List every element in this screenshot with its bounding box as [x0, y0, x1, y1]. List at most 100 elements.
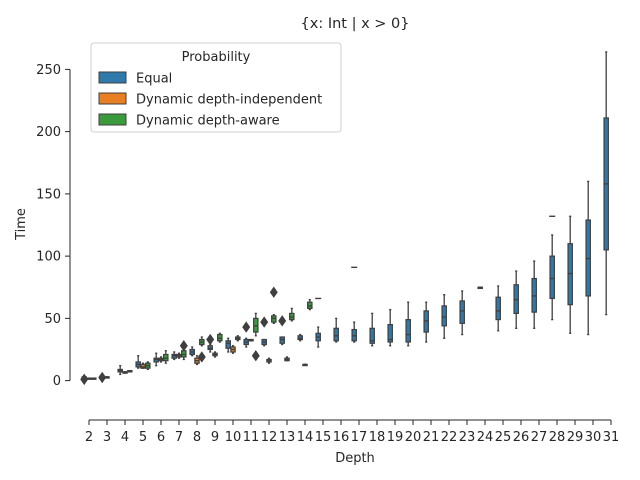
box-iqr	[405, 319, 411, 343]
x-tick-label: 4	[121, 430, 129, 445]
box-dynamic-depth-independent-depth-7	[176, 352, 182, 359]
x-tick-label: 18	[369, 430, 386, 445]
box-equal-depth-9	[207, 343, 213, 353]
box-equal-depth-23	[459, 290, 465, 336]
box-dynamic-depth-independent-depth-6	[158, 356, 164, 363]
x-tick-label: 8	[193, 430, 201, 445]
box-dynamic-depth-independent-depth-2	[86, 377, 92, 380]
box-equal-depth-19	[387, 309, 393, 347]
box-equal-depth-11	[243, 337, 249, 348]
y-tick-label: 250	[36, 63, 61, 78]
box-equal-depth-12	[261, 338, 267, 347]
box-equal-depth-5	[135, 355, 141, 369]
x-tick-label: 30	[585, 430, 602, 445]
box-dynamic-depth-aware-depth-2	[91, 377, 97, 380]
box-equal-depth-10	[225, 337, 231, 353]
box-iqr	[369, 327, 375, 344]
box-dynamic-depth-aware-depth-14	[307, 299, 313, 311]
box-equal-depth-17	[351, 321, 357, 343]
box-equal-depth-31	[603, 51, 609, 316]
legend-entry-label: Dynamic depth-aware	[136, 114, 280, 129]
chart-title: {x: Int | x > 0}	[301, 16, 410, 32]
box-iqr	[459, 300, 465, 324]
box-equal-depth-13	[279, 336, 285, 346]
x-tick-label: 16	[333, 430, 350, 445]
box-equal-depth-25	[495, 285, 501, 332]
x-tick-label: 15	[315, 430, 332, 445]
box-iqr	[549, 255, 555, 300]
box-equal-depth-24	[477, 286, 483, 290]
box-iqr	[441, 305, 447, 327]
x-tick-label: 24	[477, 430, 494, 445]
x-tick-label: 10	[225, 430, 242, 445]
box-dynamic-depth-independent-depth-10	[230, 345, 236, 354]
outlier-marker	[206, 333, 215, 346]
legend-swatch	[98, 71, 127, 84]
x-tick-label: 7	[175, 430, 183, 445]
x-tick-label: 26	[513, 430, 530, 445]
outlier-marker	[260, 316, 269, 328]
box-equal-depth-26	[513, 270, 519, 329]
box-dynamic-depth-aware-depth-5	[145, 361, 151, 371]
outlier-marker	[269, 286, 278, 298]
x-tick-label: 6	[157, 430, 165, 445]
x-tick-label: 11	[243, 430, 260, 445]
box-dynamic-depth-independent-depth-4	[122, 371, 128, 374]
y-tick-label: 50	[44, 312, 61, 327]
x-tick-label: 3	[103, 430, 111, 445]
boxes	[80, 51, 609, 386]
box-dynamic-depth-aware-depth-9	[217, 332, 223, 343]
legend-title: Probability	[182, 50, 251, 65]
legend-swatch	[98, 92, 127, 105]
box-equal-depth-28	[549, 234, 555, 321]
box-dynamic-depth-aware-depth-12	[271, 313, 277, 324]
box-equal-depth-20	[405, 301, 411, 347]
box-dynamic-depth-independent-depth-11	[248, 338, 254, 342]
box-dynamic-depth-independent-depth-14	[302, 363, 308, 367]
y-tick-label: 200	[36, 125, 61, 140]
box-equal-depth-18	[369, 312, 375, 347]
outlier-marker	[179, 340, 188, 352]
box-equal-depth-27	[531, 260, 537, 329]
x-tick-label: 5	[139, 430, 147, 445]
x-tick-label: 25	[495, 430, 512, 445]
x-tick-label: 14	[297, 430, 314, 445]
box-dynamic-depth-aware-depth-11	[253, 312, 259, 337]
y-axis-label: Time	[14, 208, 29, 241]
box-equal-depth-29	[567, 215, 573, 334]
box-dynamic-depth-independent-depth-3	[104, 376, 110, 379]
box-equal-depth-6	[153, 352, 159, 367]
y-tick-label: 100	[36, 250, 61, 265]
x-tick-label: 31	[603, 430, 620, 445]
box-equal-depth-16	[333, 317, 339, 343]
x-tick-label: 20	[405, 430, 422, 445]
x-tick-label: 21	[423, 430, 440, 445]
box-iqr	[225, 340, 231, 349]
outlier-marker	[197, 351, 206, 363]
x-tick-label: 27	[531, 430, 548, 445]
outlier-marker	[98, 371, 107, 384]
box-equal-depth-15	[315, 326, 321, 348]
box-dynamic-depth-aware-depth-4	[127, 370, 133, 373]
box-equal-depth-4	[117, 365, 123, 376]
outlier-marker	[242, 321, 251, 333]
x-tick-label: 19	[387, 430, 404, 445]
box-iqr	[387, 323, 393, 343]
box-equal-depth-8	[189, 346, 195, 357]
box-dynamic-depth-aware-depth-8	[199, 336, 205, 347]
box-dynamic-depth-aware-depth-10	[235, 335, 241, 342]
box-dynamic-depth-independent-depth-8	[194, 355, 200, 366]
legend-frame	[90, 42, 342, 133]
box-equal-depth-7	[171, 351, 177, 361]
box-iqr	[495, 296, 501, 321]
x-tick-label: 17	[351, 430, 368, 445]
x-tick-label: 29	[567, 430, 584, 445]
box-equal-depth-21	[423, 301, 429, 343]
x-axis-label: Depth	[335, 451, 375, 466]
box-dynamic-depth-independent-depth-12	[266, 357, 272, 364]
x-tick-label: 23	[459, 430, 476, 445]
box-dynamic-depth-aware-depth-6	[163, 350, 169, 364]
x-tick-label: 12	[261, 430, 278, 445]
